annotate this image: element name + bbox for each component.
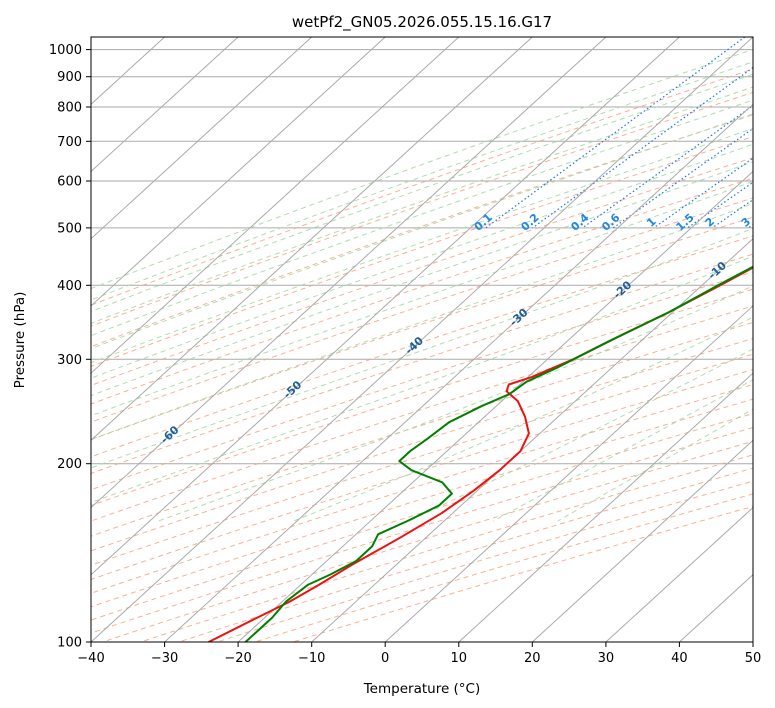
y-tick-label: 300 xyxy=(57,353,82,368)
plot-frame xyxy=(90,36,754,643)
y-tick-label: 200 xyxy=(57,457,82,472)
mixing-ratio-line xyxy=(582,104,753,229)
mixing-ratio-line xyxy=(485,37,746,229)
dry-adiabat-line xyxy=(91,321,753,537)
dry-adiabat-line xyxy=(91,157,753,386)
isotherm-line xyxy=(91,37,460,374)
y-tick-label: 800 xyxy=(57,101,82,116)
y-tick-label: 600 xyxy=(57,175,82,190)
dewpoint-profile-line xyxy=(244,265,753,642)
isotherm-line xyxy=(91,37,239,173)
dry-adiabat-line xyxy=(91,398,753,608)
isotherm-line xyxy=(458,372,753,642)
moist-adiabat-line xyxy=(91,127,753,364)
y-tick-label: 100 xyxy=(57,636,82,651)
moist-adiabat-line xyxy=(91,48,753,290)
isotherm-line xyxy=(91,37,386,307)
moist-adiabat-line xyxy=(91,161,753,397)
y-axis-label: Pressure (hPa) xyxy=(12,292,28,389)
x-tick-label: 0 xyxy=(381,651,389,666)
chart-title: wetPf2_GN05.2026.055.15.16.G17 xyxy=(292,13,552,32)
isotherm-line xyxy=(91,37,753,642)
x-axis-label: Temperature (°C) xyxy=(363,681,481,697)
moist-adiabat-line xyxy=(91,255,753,504)
moist-adiabat-line xyxy=(91,227,753,469)
y-tick-label: 700 xyxy=(57,135,82,150)
dry-adiabat-line xyxy=(91,369,753,580)
mixing-ratio-line xyxy=(612,127,753,229)
x-tick-label: −40 xyxy=(77,651,104,666)
mixing-ratio-line xyxy=(653,157,753,229)
dry-adiabat-line xyxy=(102,440,753,642)
isotherm-line xyxy=(91,37,533,441)
x-tick-label: −20 xyxy=(224,651,251,666)
x-tick-label: −30 xyxy=(151,651,178,666)
dry-adiabat-line xyxy=(91,91,753,327)
isotherm-line xyxy=(605,506,753,642)
y-tick-label: 900 xyxy=(57,70,82,85)
dry-adiabat-line xyxy=(91,177,753,405)
dry-adiabat-line xyxy=(91,413,753,621)
x-tick-label: 30 xyxy=(598,651,615,666)
y-tick-label: 1000 xyxy=(49,43,82,58)
x-tick-label: 20 xyxy=(524,651,541,666)
isotherm-line xyxy=(91,37,607,509)
y-tick-label: 400 xyxy=(57,279,82,294)
x-tick-label: 50 xyxy=(745,651,762,666)
isotherm-line xyxy=(91,37,313,240)
moist-adiabat-line xyxy=(91,180,753,417)
dry-adiabat-line xyxy=(91,235,753,458)
moist-adiabat-line xyxy=(91,113,753,350)
dry-adiabat-line xyxy=(91,253,753,475)
dry-adiabat-line xyxy=(254,493,753,642)
isotherm-line xyxy=(531,439,753,642)
dry-adiabat-line xyxy=(91,337,753,552)
moist-adiabat-line xyxy=(91,61,753,301)
x-tick-label: 10 xyxy=(451,651,468,666)
y-tick-label: 500 xyxy=(57,221,82,236)
isotherm-line xyxy=(311,238,753,642)
isotherm-line xyxy=(384,305,753,642)
dry-adiabat-line xyxy=(91,68,753,306)
dry-adiabat-line xyxy=(178,467,753,642)
moist-adiabat-line xyxy=(157,285,753,522)
x-tick-label: 40 xyxy=(671,651,688,666)
isotherm-line xyxy=(91,37,680,576)
x-tick-label: −10 xyxy=(298,651,325,666)
isotherm-line xyxy=(237,170,753,642)
isotherm-line xyxy=(164,103,753,642)
